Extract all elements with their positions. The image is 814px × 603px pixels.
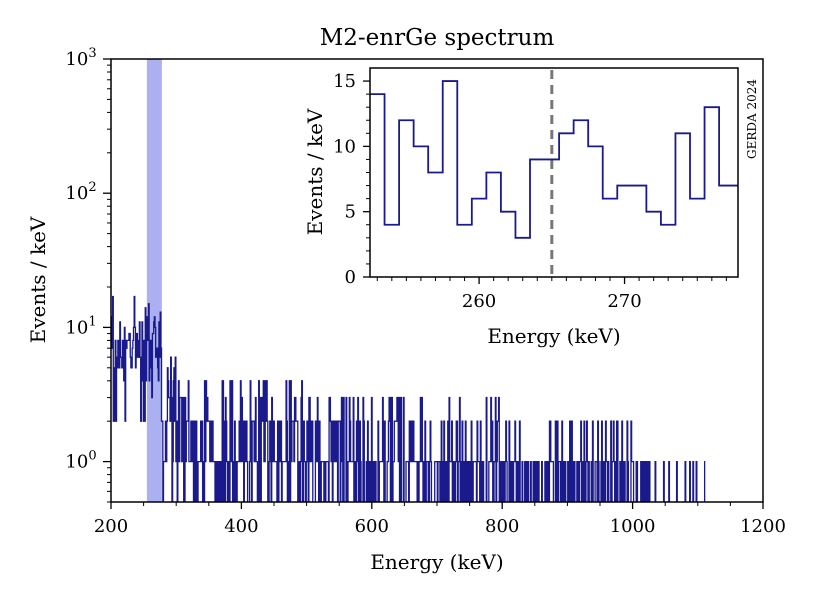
main-y-axis: 100 101 102 103 xyxy=(65,46,111,503)
main-series-line xyxy=(111,295,706,502)
x-tick-label: 400 xyxy=(224,516,258,537)
x-tick-label: 200 xyxy=(94,516,128,537)
inset-y-tick-label: 0 xyxy=(345,267,356,288)
inset-series-line xyxy=(370,80,738,239)
y-tick-label: 103 xyxy=(65,46,96,70)
highlight-band xyxy=(146,59,162,502)
main-plot: M2-enrGe spectrum 200 400 600 800 1000 1200 1… xyxy=(26,25,786,574)
inset-y-tick-label: 10 xyxy=(333,136,356,157)
y-tick-label: 101 xyxy=(65,314,96,338)
inset-series xyxy=(370,80,738,239)
x-tick-label: 800 xyxy=(485,516,519,537)
main-series xyxy=(111,295,706,502)
inset-y-axis-label: Events / keV xyxy=(303,108,327,235)
main-y-axis-label: Events / keV xyxy=(26,216,50,343)
chart-title: M2-enrGe spectrum xyxy=(320,25,555,51)
main-x-axis-label: Energy (keV) xyxy=(370,550,503,574)
inset-x-axis-label: Energy (keV) xyxy=(487,324,620,348)
y-tick-label: 102 xyxy=(65,180,96,204)
y-tick-label: 100 xyxy=(65,449,96,473)
x-tick-label: 1000 xyxy=(610,516,656,537)
inset-y-axis: 0 5 10 15 xyxy=(333,71,370,288)
inset-x-tick-label: 260 xyxy=(462,291,496,312)
inset-y-tick-label: 15 xyxy=(333,71,356,92)
inset-x-tick-label: 270 xyxy=(607,291,641,312)
inset-background xyxy=(369,68,738,278)
inset-y-tick-label: 5 xyxy=(345,202,356,223)
inset-x-axis: 260 270 xyxy=(376,277,727,312)
watermark-label: GERDA 2024 xyxy=(745,79,759,159)
main-x-axis: 200 400 600 800 1000 1200 xyxy=(94,502,786,537)
x-tick-label: 1200 xyxy=(740,516,786,537)
x-tick-label: 600 xyxy=(355,516,389,537)
